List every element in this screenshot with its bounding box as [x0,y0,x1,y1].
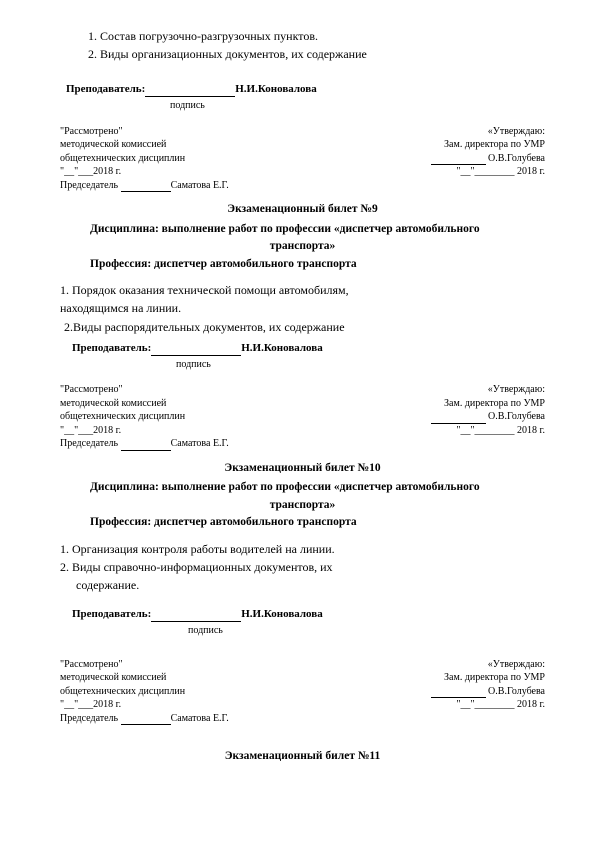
signature-caption-2: подпись [176,358,545,372]
appr-l4: "__"___2018 г. [60,165,229,179]
approval-block-3: "Рассмотрено" методической комиссией общ… [60,658,545,726]
appr-l5: Председатель Саматова Е.Г. [60,179,229,193]
approval-block-1: "Рассмотрено" методической комиссией общ… [60,125,545,193]
t10-q2b: содержание. [76,577,545,593]
appr-r3: О.В.Голубева [431,152,545,166]
ticket9-title: Экзаменационный билет №9 [60,202,545,218]
signature-caption: подпись [170,99,545,113]
t9-q2: 2.Виды распорядительных документов, их с… [64,319,545,335]
appr-l2: методической комиссией [60,138,229,152]
approval-block-2: "Рассмотрено" методической комиссией общ… [60,383,545,451]
approval-right: «Утверждаю: Зам. директора по УМР О.В.Го… [431,125,545,193]
teacher-line: Преподаватель: Н.И.Коновалова [66,82,545,97]
top-item-2: 2. Виды организационных документов, их с… [88,46,545,62]
top-item-1: 1. Состав погрузочно-разгрузочных пункто… [88,28,545,44]
appr-r1: «Утверждаю: [431,125,545,139]
t10-q2a: 2. Виды справочно-информационных докумен… [60,559,545,575]
ticket10-disc-b: транспорта» [60,498,545,514]
teacher-line-3: Преподаватель:Н.И.Коновалова [72,607,545,622]
appr-l1: "Рассмотрено" [60,125,229,139]
ticket9-disc-b: транспорта» [60,239,545,255]
ticket10-prof: Профессия: диспетчер автомобильного тран… [60,515,545,531]
t9-q1b: находящимся на линии. [60,300,545,316]
ticket9-questions: 1. Порядок оказания технической помощи а… [60,282,545,335]
t10-q1: 1. Организация контроля работы водителей… [60,541,545,557]
teacher-name: Н.И.Коновалова [235,83,316,95]
t9-q1a: 1. Порядок оказания технической помощи а… [60,282,545,298]
ticket9-disc-a: Дисциплина: выполнение работ по професси… [60,222,545,238]
ticket11-title: Экзаменационный билет №11 [60,749,545,765]
teacher-label: Преподаватель: [66,83,145,95]
top-questions: 1. Состав погрузочно-разгрузочных пункто… [88,28,545,62]
teacher-line-2: Преподаватель:Н.И.Коновалова [72,341,545,356]
appr-r4: "__"________ 2018 г. [431,165,545,179]
appr-r2: Зам. директора по УМР [431,138,545,152]
appr-l3: общетехнических дисциплин [60,152,229,166]
ticket10-questions: 1. Организация контроля работы водителей… [60,541,545,594]
signature-caption-3: подпись [188,624,545,638]
approval-left: "Рассмотрено" методической комиссией общ… [60,125,229,193]
ticket9-prof: Профессия: диспетчер автомобильного тран… [60,257,545,273]
ticket10-disc-a: Дисциплина: выполнение работ по професси… [60,480,545,496]
ticket10-title: Экзаменационный билет №10 [60,461,545,477]
